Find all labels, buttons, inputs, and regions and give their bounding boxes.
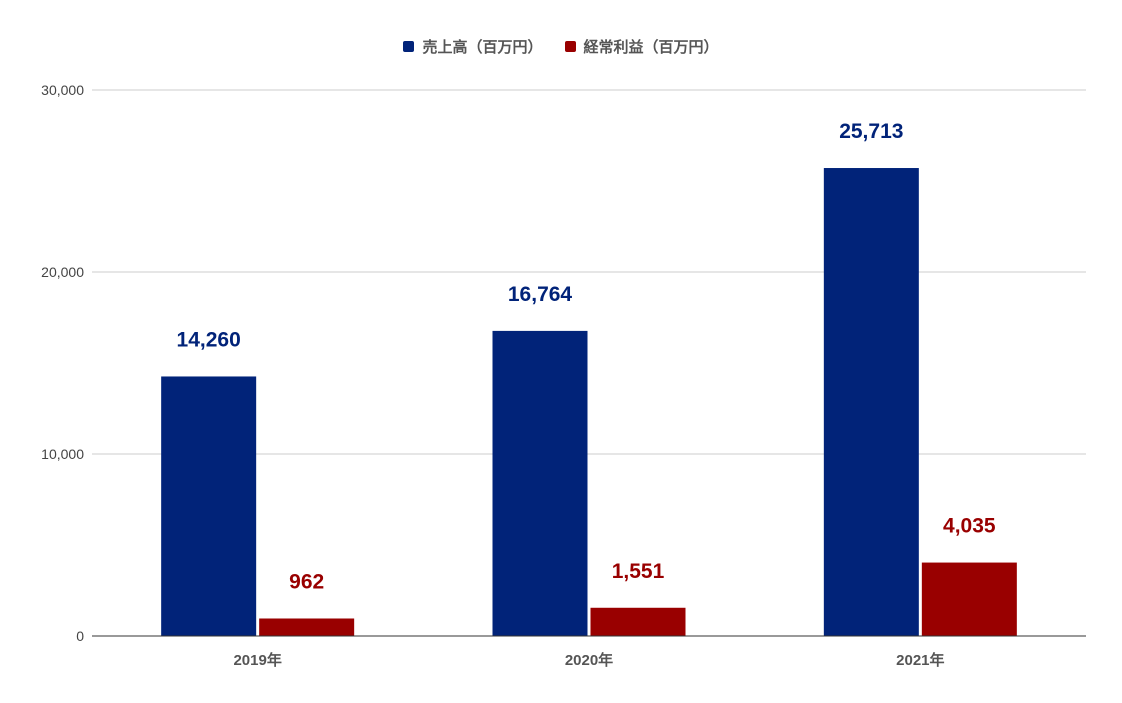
- legend-label-ordinary-profit: 経常利益（百万円）: [583, 39, 719, 56]
- y-tick-label: 20,000: [41, 264, 84, 280]
- legend-label-sales: 売上高（百万円）: [422, 39, 543, 56]
- legend-swatch-ordinary-profit: [564, 41, 576, 52]
- bar-ordinary-profit: [590, 607, 686, 636]
- x-tick-label: 2021年: [896, 651, 944, 669]
- bar-sales: [492, 330, 588, 636]
- legend-item-ordinary-profit: 経常利益（百万円）: [564, 36, 719, 57]
- y-tick-label: 10,000: [41, 446, 84, 462]
- bar-sales: [161, 376, 257, 636]
- data-label-ordinary-profit: 1,551: [612, 560, 665, 583]
- x-tick-label: 2020年: [565, 651, 613, 669]
- bar-ordinary-profit: [259, 618, 355, 636]
- data-label-sales: 16,764: [508, 283, 573, 306]
- y-tick-label: 30,000: [41, 82, 84, 98]
- legend: 売上高（百万円） 経常利益（百万円）: [0, 36, 1122, 57]
- x-tick-label: 2019年: [233, 651, 281, 669]
- legend-swatch-sales: [403, 41, 415, 52]
- bar-ordinary-profit: [921, 562, 1017, 636]
- data-label-sales: 14,260: [177, 328, 241, 351]
- legend-item-sales: 売上高（百万円）: [403, 36, 543, 57]
- data-label-sales: 25,713: [839, 120, 903, 143]
- data-label-ordinary-profit: 962: [289, 570, 324, 593]
- bar-sales: [823, 168, 919, 636]
- data-label-ordinary-profit: 4,035: [943, 515, 996, 538]
- y-tick-label: 0: [76, 628, 84, 644]
